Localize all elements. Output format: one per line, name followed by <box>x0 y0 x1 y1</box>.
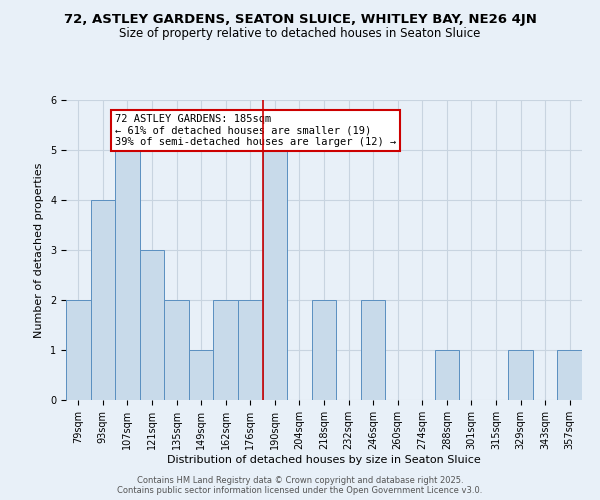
Bar <box>140 250 164 400</box>
Text: Size of property relative to detached houses in Seaton Sluice: Size of property relative to detached ho… <box>119 28 481 40</box>
Bar <box>434 350 459 400</box>
Bar <box>263 150 287 400</box>
Y-axis label: Number of detached properties: Number of detached properties <box>34 162 44 338</box>
Bar <box>115 150 140 400</box>
Bar <box>238 300 263 400</box>
Bar <box>557 350 582 400</box>
Bar <box>189 350 214 400</box>
Text: 72 ASTLEY GARDENS: 185sqm
← 61% of detached houses are smaller (19)
39% of semi-: 72 ASTLEY GARDENS: 185sqm ← 61% of detac… <box>115 114 397 147</box>
Bar <box>91 200 115 400</box>
X-axis label: Distribution of detached houses by size in Seaton Sluice: Distribution of detached houses by size … <box>167 454 481 464</box>
Bar <box>66 300 91 400</box>
Text: Contains HM Land Registry data © Crown copyright and database right 2025.: Contains HM Land Registry data © Crown c… <box>137 476 463 485</box>
Bar <box>508 350 533 400</box>
Bar <box>164 300 189 400</box>
Bar <box>361 300 385 400</box>
Bar <box>312 300 336 400</box>
Bar <box>214 300 238 400</box>
Text: Contains public sector information licensed under the Open Government Licence v3: Contains public sector information licen… <box>118 486 482 495</box>
Text: 72, ASTLEY GARDENS, SEATON SLUICE, WHITLEY BAY, NE26 4JN: 72, ASTLEY GARDENS, SEATON SLUICE, WHITL… <box>64 12 536 26</box>
